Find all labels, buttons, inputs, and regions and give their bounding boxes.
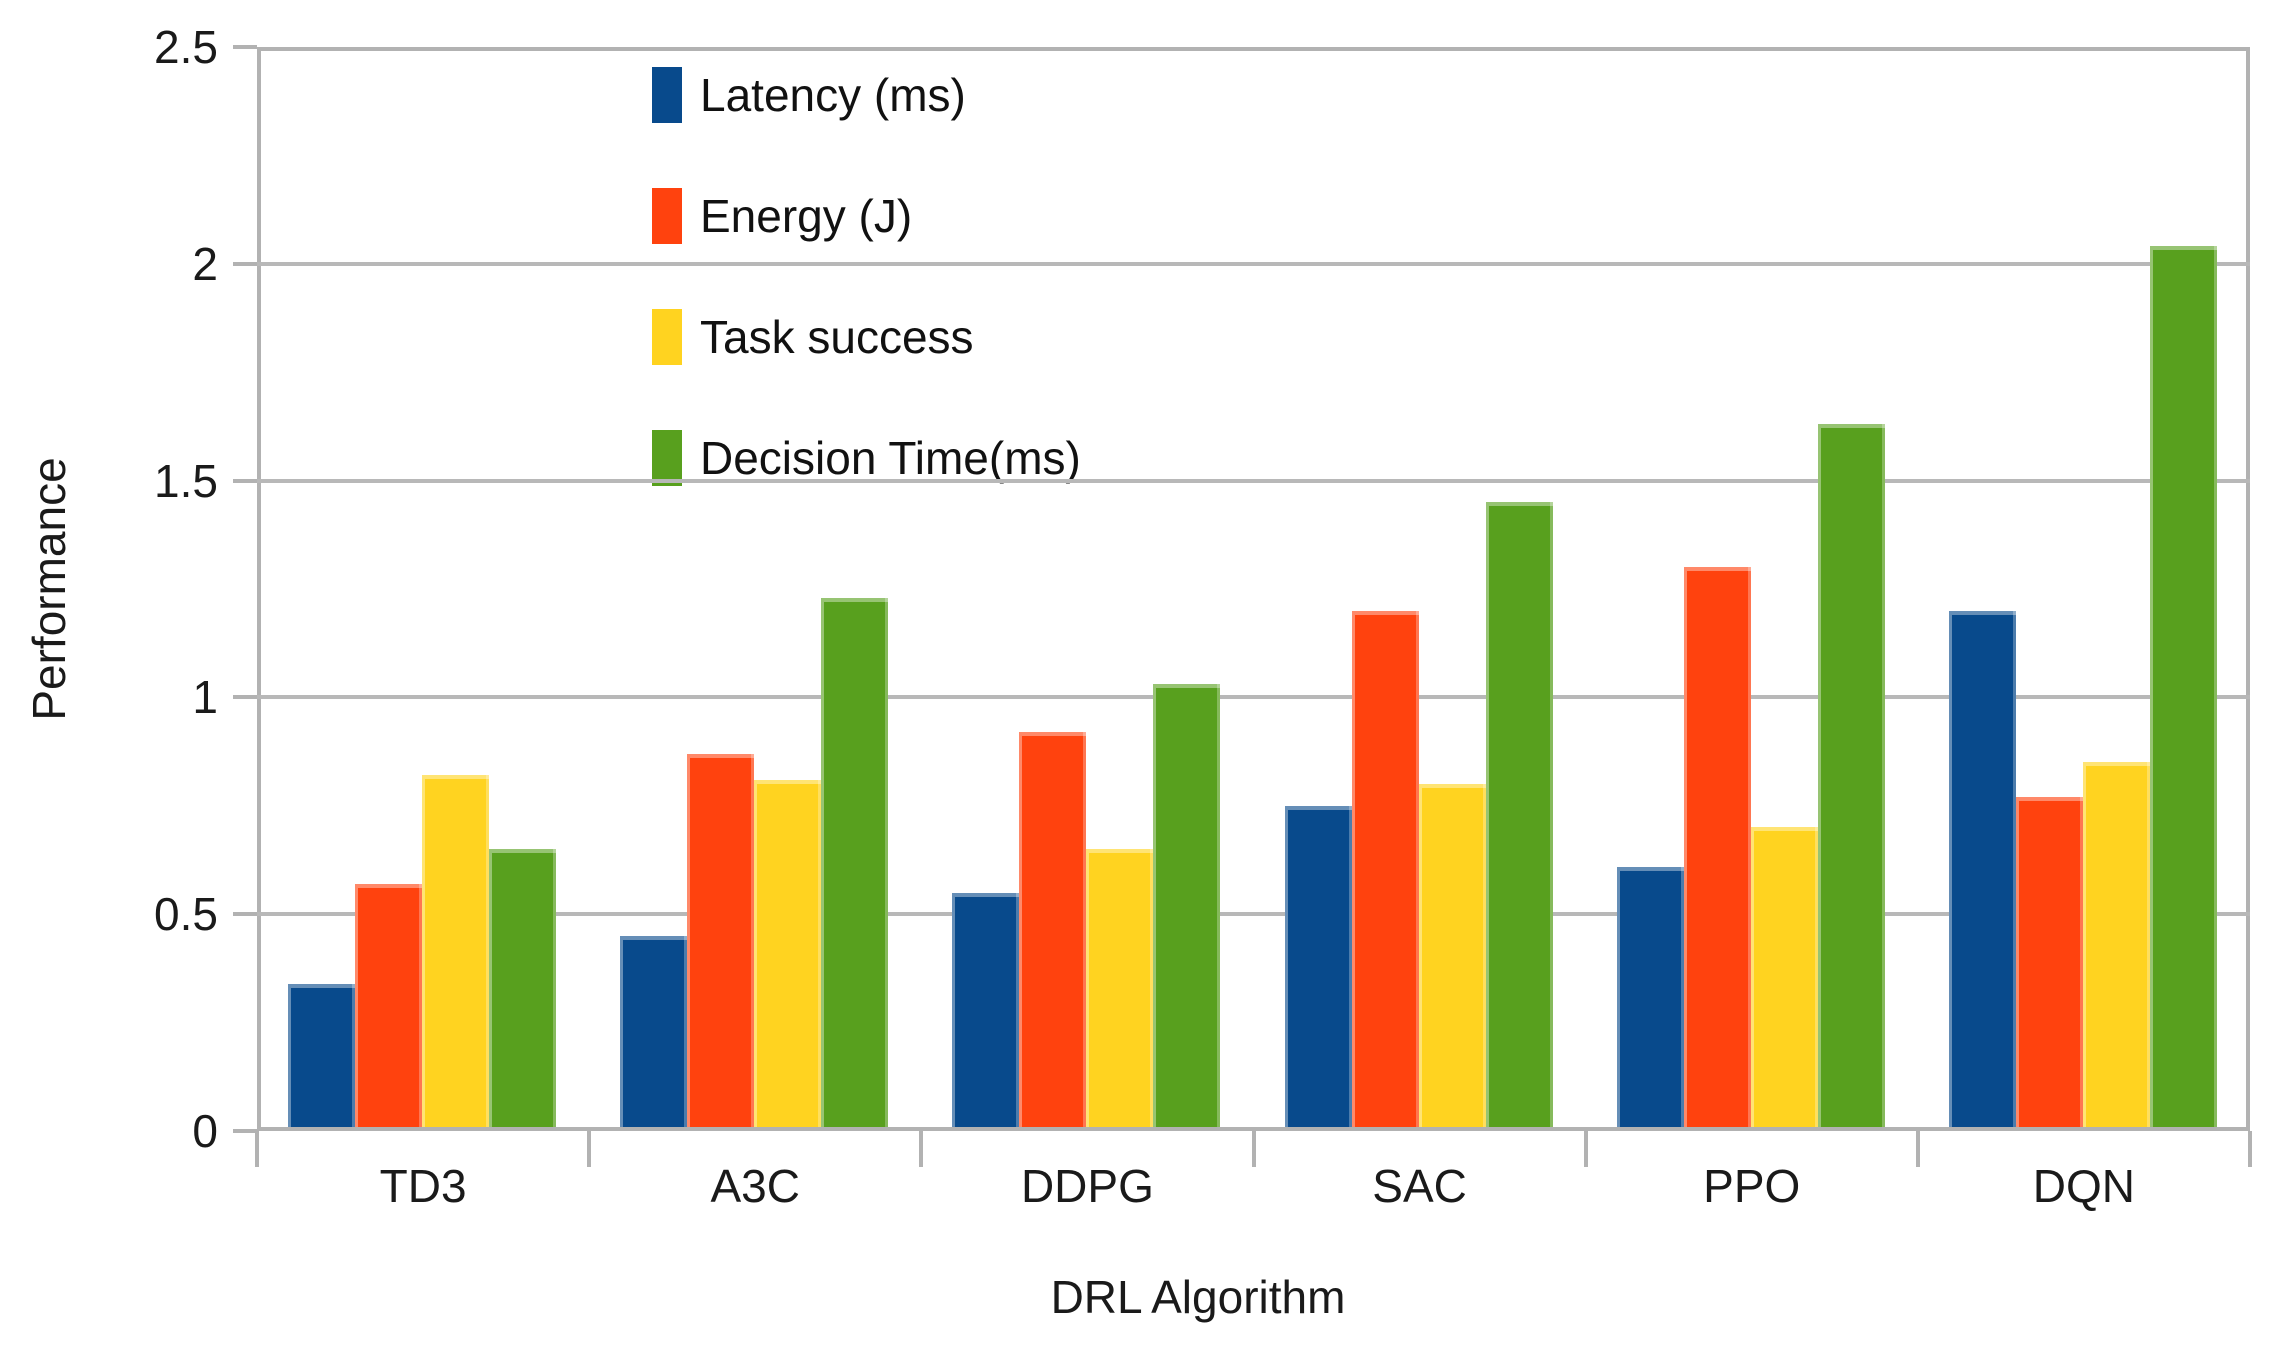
x-category-label: A3C	[710, 1160, 800, 1212]
x-tick-mark	[1583, 1131, 1588, 1167]
bar-sac-series-3	[1485, 502, 1553, 1127]
y-tick-label: 0.5	[154, 888, 218, 941]
bar-sac-series-2	[1418, 784, 1486, 1127]
bar-td3-series-1	[355, 883, 422, 1127]
y-tick-mark	[233, 912, 257, 917]
legend-swatch-icon	[652, 430, 682, 486]
bar-a3c-series-0	[620, 935, 688, 1127]
y-tick-label: 1	[192, 671, 218, 724]
bar-td3-series-3	[489, 849, 556, 1127]
legend-swatch-icon	[652, 188, 682, 244]
bar-a3c-series-3	[821, 597, 889, 1127]
legend-label: Energy (J)	[700, 190, 913, 242]
x-tick-mark	[919, 1131, 924, 1167]
bar-ddpg-series-1	[1019, 732, 1087, 1127]
bar-dqn-series-2	[2082, 762, 2150, 1127]
legend-label: Decision Time(ms)	[700, 432, 1081, 484]
bar-ppo-series-0	[1616, 866, 1684, 1127]
y-tick-mark	[233, 478, 257, 483]
x-category-label: PPO	[1703, 1160, 1801, 1212]
x-tick-mark	[2248, 1131, 2252, 1167]
legend-label: Latency (ms)	[700, 69, 966, 121]
bar-dqn-series-3	[2149, 246, 2217, 1127]
bar-td3-series-2	[422, 775, 489, 1127]
legend-item: Energy (J)	[652, 186, 912, 246]
y-tick-label: 2	[192, 237, 218, 290]
gridline	[257, 695, 2250, 700]
y-tick-mark	[233, 261, 257, 266]
y-tick-mark	[233, 45, 257, 49]
bar-ppo-series-2	[1750, 827, 1818, 1127]
legend-label: Task success	[700, 311, 974, 363]
bar-td3-series-0	[288, 983, 355, 1127]
gridline	[257, 478, 2250, 483]
plot-area	[257, 47, 2250, 1131]
x-tick-mark	[587, 1131, 592, 1167]
bar-dqn-series-0	[1948, 610, 2016, 1127]
x-category-label: DQN	[2032, 1160, 2136, 1212]
x-axis-title: DRL Algorithm	[1050, 1271, 1346, 1323]
y-tick-label: 1.5	[154, 454, 218, 507]
x-tick-mark	[1251, 1131, 1256, 1167]
bar-ddpg-series-3	[1153, 684, 1221, 1127]
bar-a3c-series-2	[754, 779, 822, 1127]
bar-ddpg-series-0	[952, 892, 1020, 1127]
x-category-label: SAC	[1372, 1160, 1467, 1212]
legend-item: Decision Time(ms)	[652, 428, 1081, 488]
bar-dqn-series-1	[2015, 797, 2083, 1127]
y-tick-label: 2.5	[154, 21, 218, 73]
gridline	[257, 261, 2250, 266]
gridline	[257, 912, 2250, 917]
y-tick-label: 0	[192, 1105, 218, 1157]
x-category-label: DDPG	[1020, 1160, 1154, 1212]
bar-ppo-series-1	[1683, 567, 1751, 1127]
legend-item: Task success	[652, 307, 974, 367]
x-tick-mark	[1915, 1131, 1920, 1167]
bar-a3c-series-1	[687, 753, 755, 1127]
x-category-label: TD3	[379, 1160, 467, 1212]
bar-ddpg-series-2	[1086, 849, 1154, 1127]
y-tick-mark	[233, 695, 257, 700]
bar-ppo-series-3	[1817, 424, 1885, 1127]
y-tick-mark	[233, 1129, 257, 1133]
bar-sac-series-0	[1284, 805, 1352, 1127]
legend-swatch-icon	[652, 67, 682, 123]
bar-sac-series-1	[1351, 610, 1419, 1127]
legend-swatch-icon	[652, 309, 682, 365]
legend-item: Latency (ms)	[652, 65, 966, 125]
x-tick-mark	[255, 1131, 259, 1167]
